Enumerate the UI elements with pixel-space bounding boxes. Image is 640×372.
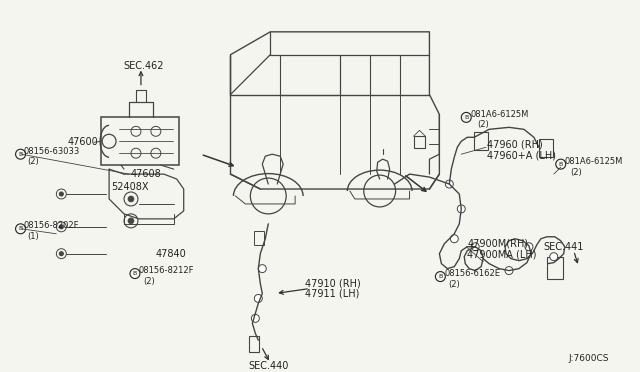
Bar	[547, 257, 563, 279]
Text: B: B	[133, 271, 137, 276]
Circle shape	[471, 243, 479, 251]
Circle shape	[252, 314, 259, 322]
Circle shape	[550, 253, 558, 261]
Text: 47911 (LH): 47911 (LH)	[305, 288, 360, 298]
Text: 081A6-6125M: 081A6-6125M	[564, 157, 623, 166]
Text: (2): (2)	[477, 120, 489, 129]
Text: 47910 (RH): 47910 (RH)	[305, 279, 361, 289]
Text: 47900M(RH): 47900M(RH)	[467, 239, 529, 249]
Circle shape	[525, 243, 533, 251]
Text: 47960 (RH): 47960 (RH)	[487, 139, 543, 149]
Bar	[101, 118, 179, 165]
Text: 08156-8202F: 08156-8202F	[24, 221, 79, 230]
Text: B: B	[19, 226, 22, 231]
Bar	[474, 132, 488, 150]
Text: (2): (2)	[28, 157, 39, 166]
Text: 47600: 47600	[67, 137, 98, 147]
Circle shape	[128, 218, 134, 224]
Circle shape	[128, 196, 134, 202]
Bar	[250, 336, 259, 352]
Circle shape	[445, 180, 453, 188]
Text: J:7600CS: J:7600CS	[569, 354, 609, 363]
Text: B: B	[559, 162, 563, 167]
Text: (2): (2)	[143, 277, 155, 286]
Text: SEC.440: SEC.440	[248, 361, 289, 371]
Circle shape	[60, 225, 63, 229]
Text: SEC.441: SEC.441	[544, 242, 584, 252]
Circle shape	[458, 205, 465, 213]
Text: (2): (2)	[571, 168, 582, 177]
Bar	[254, 231, 264, 245]
Circle shape	[254, 295, 262, 302]
Text: 47960+A (LH): 47960+A (LH)	[487, 150, 556, 160]
Text: 081A6-6125M: 081A6-6125M	[470, 110, 529, 119]
Text: (1): (1)	[28, 232, 39, 241]
Circle shape	[505, 267, 513, 275]
Circle shape	[60, 252, 63, 256]
Text: (2): (2)	[449, 280, 460, 289]
Text: 08156-6162E: 08156-6162E	[444, 269, 500, 278]
Text: 47608: 47608	[131, 169, 162, 179]
Text: B: B	[19, 152, 22, 157]
Text: 08156-8212F: 08156-8212F	[139, 266, 195, 275]
Text: 47900MA (LH): 47900MA (LH)	[467, 250, 537, 260]
Text: SEC.462: SEC.462	[123, 61, 164, 71]
Text: B: B	[438, 274, 442, 279]
Circle shape	[259, 264, 266, 273]
Bar	[413, 136, 426, 148]
Bar	[539, 139, 553, 157]
Circle shape	[60, 192, 63, 196]
Text: 52408X: 52408X	[111, 182, 148, 192]
Circle shape	[451, 235, 458, 243]
Text: 47840: 47840	[156, 249, 187, 259]
Text: B: B	[464, 115, 468, 120]
Text: 08156-63033: 08156-63033	[24, 147, 80, 156]
